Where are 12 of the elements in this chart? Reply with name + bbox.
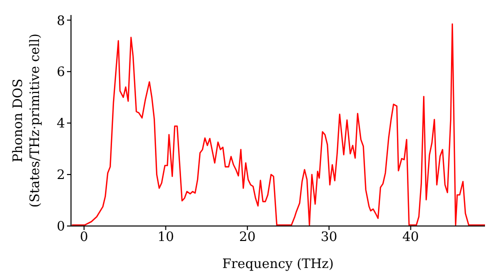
y-tick-label: 8 — [56, 14, 65, 29]
y-tick-label: 4 — [56, 116, 65, 132]
y-tick-label: 6 — [56, 65, 65, 80]
y-axis-title: Phonon DOS (States/THz·primitive cell) — [11, 33, 43, 208]
x-tick-label: 30 — [320, 230, 338, 246]
x-tick-label: 20 — [239, 230, 256, 246]
x-tick-label: 40 — [402, 230, 419, 246]
y-tick-label: 0 — [56, 220, 65, 235]
x-tick-label: 0 — [80, 230, 88, 246]
y-tick-label: 2 — [56, 168, 65, 184]
x-tick-label: 10 — [157, 230, 174, 246]
x-axis-title: Frequency (THz) — [222, 257, 334, 272]
